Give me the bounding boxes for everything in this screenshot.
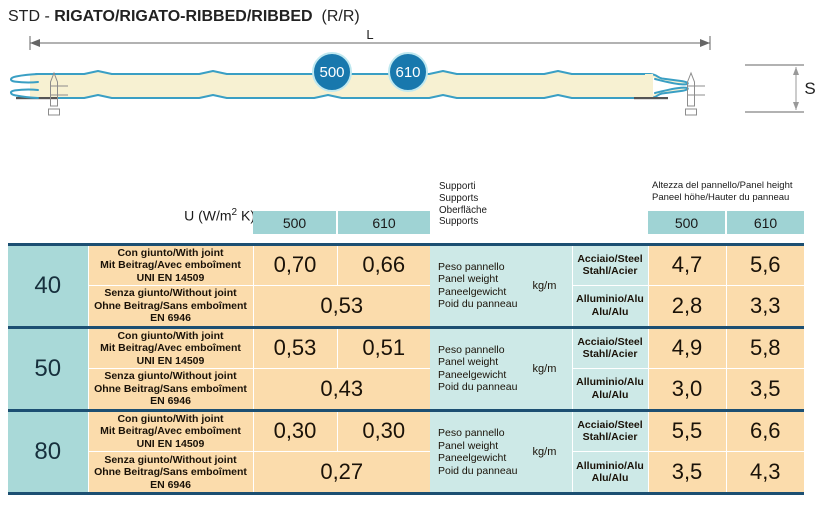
svg-text:L: L: [366, 28, 373, 42]
svg-text:S: S: [804, 79, 815, 98]
svg-text:610: 610: [395, 64, 420, 81]
svg-text:500: 500: [319, 64, 344, 81]
